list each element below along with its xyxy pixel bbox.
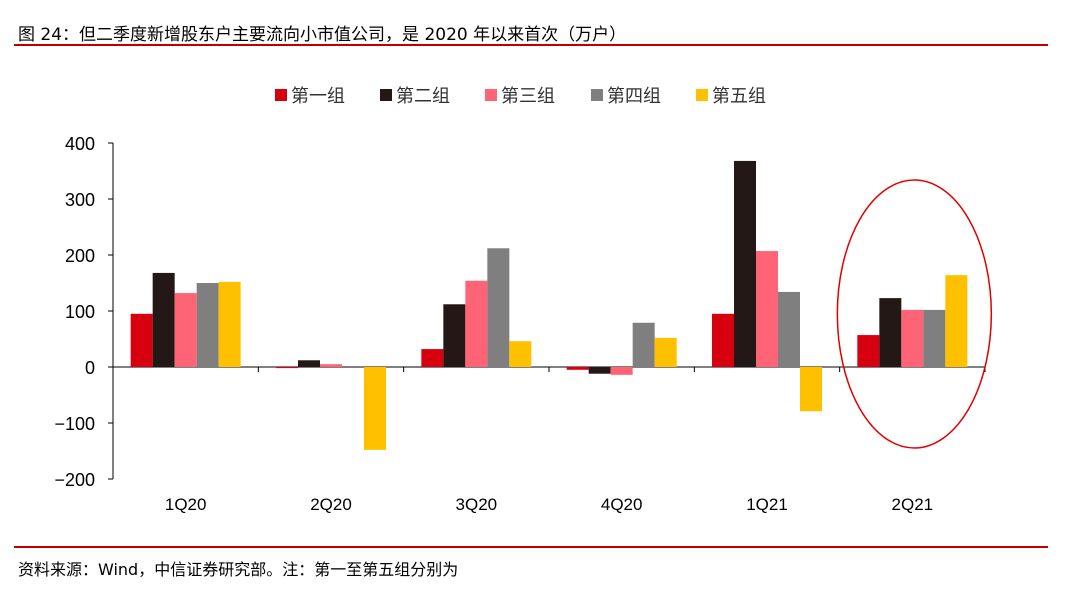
y-tick-label: 0 [85,358,95,378]
bar-4Q20-第二组 [588,367,611,374]
bar-1Q20-第五组 [218,281,241,367]
bar-1Q21-第二组 [734,160,756,367]
bar-2Q21-第三组 [901,309,924,367]
x-tick-label: 2Q21 [892,495,934,514]
bar-2Q21-第一组 [857,335,880,367]
x-tick-label: 4Q20 [601,495,643,514]
x-tick-label: 2Q20 [310,495,352,514]
bar-2Q20-第一组 [276,367,298,369]
legend-label: 第四组 [607,86,661,107]
legend-swatch [275,89,287,101]
bar-4Q20-第一组 [566,367,589,370]
legend-label: 第五组 [712,86,766,107]
y-tick-label: −200 [54,470,95,490]
x-tick-label: 1Q20 [165,495,207,514]
bar-2Q20-第五组 [364,367,386,450]
bar-3Q20-第五组 [509,341,532,367]
bar-3Q20-第四组 [487,248,510,367]
bar-3Q20-第一组 [421,349,444,367]
footer-divider [14,546,1048,548]
bar-1Q20-第三组 [174,293,197,367]
bar-2Q20-第二组 [298,360,320,367]
legend-swatch [591,89,603,101]
bar-4Q20-第三组 [610,367,633,375]
bar-3Q20-第三组 [465,280,488,367]
x-tick-label: 1Q21 [746,495,788,514]
source-note: 资料来源：Wind，中信证券研究部。注：第一至第五组分别为 [18,560,459,579]
title-divider [14,44,1048,46]
x-tick-label: 3Q20 [456,495,498,514]
y-tick-label: 100 [65,302,95,322]
bar-1Q21-第五组 [800,367,822,412]
bar-4Q20-第四组 [632,322,655,367]
highlight-ellipse [836,179,993,449]
y-tick-label: 200 [65,246,95,266]
y-tick-label: 300 [65,190,95,210]
bar-4Q20-第五组 [654,337,677,367]
legend-swatch [696,89,708,101]
bar-1Q21-第一组 [712,313,734,367]
bar-2Q21-第四组 [923,309,946,367]
bar-1Q21-第四组 [778,291,800,367]
bar-1Q20-第四组 [196,283,219,367]
y-tick-label: 400 [65,134,95,154]
y-tick-label: −100 [54,414,95,434]
bar-2Q20-第三组 [320,364,342,367]
legend-swatch [485,89,497,101]
bar-1Q21-第三组 [756,251,778,367]
legend-label: 第二组 [396,86,450,107]
legend-label: 第一组 [291,86,345,107]
bar-1Q20-第一组 [130,313,153,367]
bar-2Q21-第二组 [879,298,902,367]
bar-1Q20-第二组 [152,272,175,367]
figure-title: 图 24：但二季度新增股东户主要流向小市值公司，是 2020 年以来首次（万户） [18,25,627,45]
legend-label: 第三组 [501,86,555,107]
legend-swatch [380,89,392,101]
bar-2Q21-第五组 [945,275,968,367]
bar-3Q20-第二组 [443,304,466,367]
